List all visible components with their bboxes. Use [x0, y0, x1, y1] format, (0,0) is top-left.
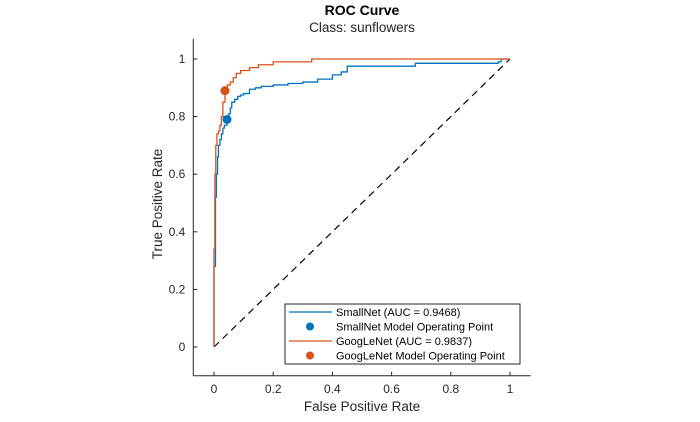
legend-label: GoogLeNet (AUC = 0.9837)	[336, 336, 472, 348]
plot-area	[213, 58, 511, 348]
legend-label: SmallNet Model Operating Point	[336, 322, 493, 334]
x-tick-label: 0.2	[265, 382, 282, 396]
chart-title: ROC Curve	[325, 2, 400, 18]
x-tick-label: 0	[211, 382, 218, 396]
legend-box	[284, 303, 521, 365]
y-tick-label: 0.2	[169, 282, 186, 296]
y-tick-label: 1	[179, 52, 186, 66]
roc-curve-googlenet	[213, 58, 510, 347]
axes: 0 0.2 0.4 0.6 0.8 1 0 0.2 0.4 0.6 0.8 1	[169, 38, 531, 396]
legend-marker-swatch	[306, 322, 314, 331]
x-tick-label: 0.4	[324, 382, 341, 396]
operating-point-smallnet	[222, 114, 232, 124]
x-tick-label: 0.6	[383, 382, 400, 396]
legend-label: SmallNet (AUC = 0.9468)	[336, 307, 460, 319]
y-tick-label: 0	[179, 340, 186, 354]
x-tick-label: 0.8	[442, 382, 459, 396]
x-tick-label: 1	[507, 382, 514, 396]
legend: SmallNet (AUC = 0.9468) SmallNet Model Op…	[284, 303, 521, 365]
roc-curve-smallnet	[213, 58, 510, 347]
y-axis-label: True Positive Rate	[150, 149, 165, 260]
y-tick-label: 0.4	[169, 225, 186, 239]
y-tick-label: 0.8	[169, 110, 186, 124]
legend-label: GoogLeNet Model Operating Point	[336, 351, 505, 363]
y-tick-label: 0.6	[169, 167, 186, 181]
chart-subtitle: Class: sunflowers	[309, 20, 415, 35]
legend-marker-swatch	[306, 351, 314, 360]
x-axis-label: False Positive Rate	[304, 399, 420, 414]
reference-diagonal-line	[213, 58, 511, 348]
operating-point-googlenet	[220, 86, 230, 96]
